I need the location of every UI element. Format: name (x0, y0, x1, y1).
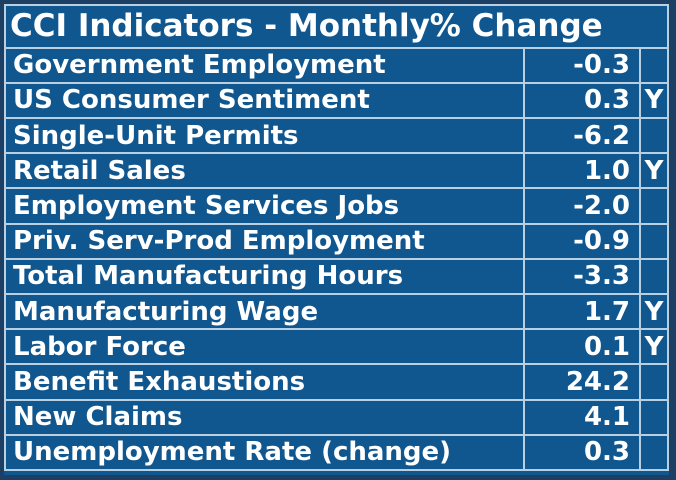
indicator-value: 1.7 (525, 295, 641, 329)
table-row: Unemployment Rate (change) 0.3 (6, 435, 667, 469)
indicator-value: -0.3 (525, 48, 641, 82)
indicator-value: 0.3 (525, 83, 641, 117)
table-row: Single-Unit Permits -6.2 (6, 118, 667, 155)
indicator-flag (641, 365, 667, 398)
table-row: Total Manufacturing Hours -3.3 (6, 259, 667, 295)
indicator-flag (641, 436, 667, 469)
indicator-flag (641, 119, 667, 152)
indicator-label: Manufacturing Wage (6, 295, 525, 329)
indicator-label: Total Manufacturing Hours (6, 259, 525, 293)
indicator-label: Priv. Serv-Prod Employment (6, 224, 525, 258)
table-row: Benefit Exhaustions 24.2 (6, 365, 667, 401)
indicator-label: Single-Unit Permits (6, 118, 525, 153)
table-row: Priv. Serv-Prod Employment -0.9 (6, 224, 667, 260)
indicator-flag: Y (644, 85, 664, 116)
indicator-label: Government Employment (6, 48, 525, 82)
table-row: Manufacturing Wage 1.7 Y (6, 295, 667, 331)
indicator-label: Benefit Exhaustions (6, 365, 525, 399)
table-row: New Claims 4.1 (6, 400, 667, 436)
indicator-value: -3.3 (525, 259, 641, 293)
indicator-label: New Claims (6, 400, 525, 434)
indicator-flag: Y (644, 155, 664, 186)
indicator-label: Labor Force (6, 330, 525, 364)
table-panel: CCI Indicators - Monthly% Change Governm… (4, 4, 669, 475)
indicator-value: -2.0 (525, 189, 641, 223)
indicator-flag (641, 401, 667, 434)
indicator-label: Retail Sales (6, 154, 525, 188)
indicator-value: -6.2 (525, 118, 641, 153)
indicator-value: 24.2 (525, 365, 641, 399)
indicator-flag: Y (644, 296, 664, 327)
indicator-flag: Y (644, 331, 664, 362)
table-row: Labor Force 0.1 Y (6, 330, 667, 366)
table-row: Retail Sales 1.0 Y (6, 154, 667, 190)
indicator-flag (641, 225, 667, 258)
indicator-value: 0.3 (525, 435, 641, 469)
indicator-label: Unemployment Rate (change) (6, 435, 525, 469)
table-title: CCI Indicators - Monthly% Change (6, 6, 667, 49)
indicator-value: 4.1 (525, 400, 641, 434)
indicator-flag (641, 49, 667, 82)
indicator-label: Employment Services Jobs (6, 189, 525, 223)
indicator-value: -0.9 (525, 224, 641, 258)
table-row: Employment Services Jobs -2.0 (6, 189, 667, 225)
indicator-label: US Consumer Sentiment (6, 83, 525, 117)
indicator-flag (641, 260, 667, 293)
indicator-value: 0.1 (525, 330, 641, 364)
indicator-value: 1.0 (525, 154, 641, 188)
table-row: US Consumer Sentiment 0.3 Y (6, 83, 667, 119)
table-row: Government Employment -0.3 (6, 48, 667, 84)
indicator-flag (641, 189, 667, 222)
indicators-table: CCI Indicators - Monthly% Change Governm… (4, 4, 669, 471)
